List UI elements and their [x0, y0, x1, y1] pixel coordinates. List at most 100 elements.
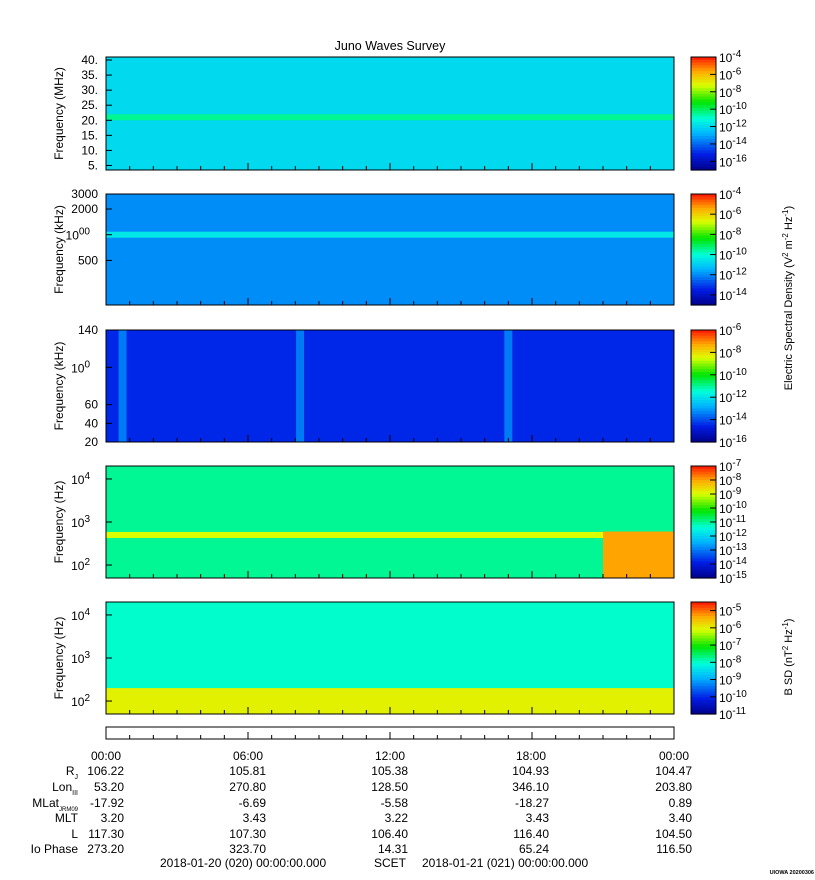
colorbar-segment: [691, 153, 716, 157]
ephemeris-value: 203.80: [655, 780, 692, 794]
colorbar-segment: [691, 274, 716, 278]
y-tick-label: 40.: [81, 53, 98, 67]
spectrogram-background: [106, 330, 674, 442]
colorbar-segment: [691, 202, 716, 206]
colorbar-tick-label: 10-10: [719, 367, 747, 383]
footer-end: 2018-01-21 (021) 00:00:00.000: [422, 856, 588, 870]
y-tick-label: 2000: [71, 202, 98, 216]
colorbar-segment: [691, 232, 716, 237]
ephemeris-value: 116.40: [513, 827, 549, 841]
colorbar-segment: [691, 110, 716, 115]
ephemeris-label: Io Phase: [31, 842, 79, 856]
colorbar-segment: [691, 366, 716, 370]
colorbar-tick-label: 10-15: [719, 570, 747, 586]
colorbar-segment: [691, 607, 716, 611]
colorbar-tick-label: 10-6: [719, 66, 742, 82]
colorbar-segment: [691, 674, 716, 679]
colorbar-segment: [691, 575, 716, 579]
colorbar-segment: [691, 144, 716, 148]
ephemeris-label: LonIII: [52, 780, 78, 797]
colorbar-tick-label: 10-6: [719, 620, 742, 636]
y-tick-label: 10.: [81, 143, 98, 157]
colorbar-segment: [691, 372, 716, 376]
y-axis-label: Frequency (MHz): [52, 67, 66, 160]
colorbar-segment: [691, 604, 716, 609]
colorbar-segment: [691, 466, 716, 470]
colorbar-segment: [691, 394, 716, 398]
ephemeris-value: -18.27: [515, 796, 549, 810]
colorbar-segment: [691, 541, 716, 545]
colorbar-segment: [691, 672, 716, 676]
colorbar-segment: [691, 241, 716, 245]
colorbar-tick-label: 10-8: [719, 84, 742, 100]
colorbar: 10-710-810-910-1010-1110-1210-1310-1410-…: [690, 458, 747, 586]
colorbar-segment: [691, 566, 716, 571]
colorbar-segment: [691, 90, 716, 95]
colorbar-segment: [691, 544, 716, 548]
colorbar-segment: [691, 680, 716, 684]
colorbar-segment: [691, 349, 716, 353]
colorbar-segment: [691, 252, 716, 256]
colorbar-tick-label: 10-10: [719, 247, 747, 263]
colorbar-segment: [691, 282, 716, 287]
colorbar-segment: [691, 68, 716, 72]
colorbar-segment: [691, 96, 716, 100]
spectrogram-feature-1: [106, 231, 674, 238]
colorbar-segment: [691, 113, 716, 117]
ephemeris-value: 116.50: [656, 842, 692, 856]
colorbar-segment: [691, 561, 716, 565]
colorbar-tick-label: 10-13: [719, 542, 747, 558]
ephemeris-value: 53.20: [94, 780, 124, 794]
colorbar-segment: [691, 530, 716, 534]
colorbar-segment: [691, 613, 716, 617]
colorbar-segment: [691, 246, 716, 251]
colorbar-segment: [691, 547, 716, 551]
spectrogram-feature-1: [106, 114, 674, 121]
colorbar-tick-label: 10-12: [719, 267, 747, 283]
ephemeris-value: 3.20: [101, 811, 125, 825]
colorbar-segment: [691, 218, 716, 223]
colorbar-segment: [691, 485, 716, 489]
colorbar-segment: [691, 291, 716, 295]
ephemeris-value: 3.22: [385, 811, 409, 825]
colorbar-segment: [691, 260, 716, 264]
y-axis-label: Frequency (kHz): [52, 205, 66, 294]
colorbar-segment: [691, 499, 716, 503]
colorbar-segment: [691, 82, 716, 86]
colorbar-segment: [691, 400, 716, 404]
ephemeris-value: 117.30: [88, 827, 124, 841]
y-tick-label: 100: [71, 359, 90, 375]
colorbar-segment: [691, 513, 716, 517]
colorbar-segment: [691, 105, 716, 109]
colorbar-segment: [691, 62, 716, 67]
colorbar-segment: [691, 616, 716, 620]
ephemeris-value: 104.47: [655, 764, 692, 778]
y-tick-label: 30.: [81, 83, 98, 97]
colorbar-segment: [691, 683, 716, 687]
colorbar-segment: [691, 697, 716, 701]
colorbar-segment: [691, 552, 716, 557]
ephemeris-table: RJ 106.22 105.81 105.38 104.93 104.47 LonIII 53…: [31, 764, 693, 856]
colorbar-segment: [691, 338, 716, 342]
colorbar-segment: [691, 610, 716, 614]
y-tick-label: 103: [71, 650, 90, 666]
colorbar-segment: [691, 488, 716, 492]
colorbar-segment: [691, 268, 716, 273]
spectrogram-panels: 40.35.30.25.20.15.10.5. Frequency (MHz) 10…: [52, 49, 747, 722]
colorbar-segment: [691, 425, 716, 429]
colorbar-segment: [691, 119, 716, 123]
colorbar-tick-label: 10-4: [719, 186, 742, 202]
colorbar-frame: [690, 601, 717, 715]
colorbar-frame: [690, 56, 717, 171]
colorbar-segment: [691, 330, 716, 334]
colorbar-segment: [691, 85, 716, 89]
y-tick-label: 60: [85, 398, 99, 412]
colorbar-tick-label: 10-9: [719, 486, 742, 502]
colorbar-tick-label: 10-14: [719, 412, 747, 428]
colorbar-segment: [691, 630, 716, 634]
colorbar-segment: [691, 405, 716, 409]
time-tick-label: 12:00: [375, 749, 405, 763]
